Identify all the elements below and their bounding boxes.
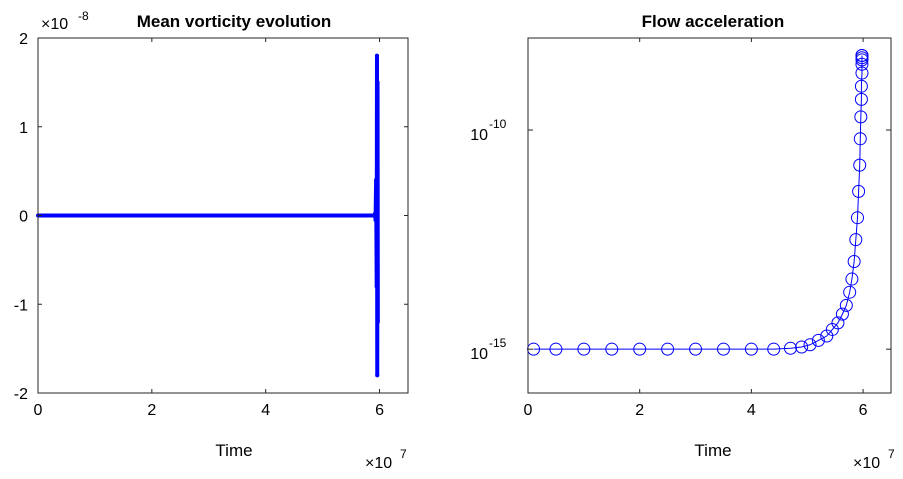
acceleration-x-tick-label: 2 bbox=[635, 402, 644, 419]
vorticity-data-point bbox=[373, 217, 378, 222]
acceleration-data-point bbox=[744, 342, 758, 356]
vorticity-data-point bbox=[375, 373, 380, 378]
acceleration-data-point bbox=[633, 342, 647, 356]
acceleration-title: Flow acceleration bbox=[642, 12, 785, 31]
acceleration-data-point bbox=[845, 272, 859, 286]
acceleration-series-line bbox=[533, 55, 863, 350]
vorticity-y-multiplier-base: ×10 bbox=[41, 16, 68, 33]
vorticity-y-tick-label: 0 bbox=[19, 209, 28, 226]
vorticity-data-point bbox=[372, 211, 377, 216]
acceleration-data-point bbox=[855, 66, 869, 80]
vorticity-y-tick-label: -2 bbox=[14, 386, 28, 403]
vorticity-x-label: Time bbox=[215, 441, 252, 460]
acceleration-y-tick-base: 10 bbox=[470, 127, 488, 144]
acceleration-data-point bbox=[795, 340, 809, 354]
vorticity-plot: 0 2 4 6 -2 -1 0 1 2 Mean vorticity evolution Ti… bbox=[14, 9, 409, 472]
acceleration-data-point bbox=[783, 341, 797, 355]
vorticity-x-tick-label: 6 bbox=[375, 402, 384, 419]
acceleration-data-point bbox=[855, 49, 869, 63]
acceleration-data-point bbox=[852, 184, 866, 198]
acceleration-data-point bbox=[605, 342, 619, 356]
acceleration-x-ticks: 0 2 4 6 bbox=[524, 38, 868, 419]
acceleration-x-multiplier-exp: 7 bbox=[888, 447, 895, 461]
acceleration-data-point bbox=[849, 233, 863, 247]
vorticity-y-tick-label: 1 bbox=[19, 120, 28, 137]
vorticity-data-point bbox=[206, 213, 211, 218]
vorticity-data-point bbox=[375, 80, 380, 85]
acceleration-series bbox=[527, 49, 869, 356]
acceleration-data-point bbox=[549, 342, 563, 356]
vorticity-x-tick-label: 4 bbox=[261, 402, 270, 419]
vorticity-x-multiplier-exp: 7 bbox=[400, 447, 407, 461]
vorticity-y-ticks: -2 -1 0 1 2 bbox=[14, 31, 408, 403]
acceleration-data-point bbox=[854, 110, 868, 124]
acceleration-data-point bbox=[661, 342, 675, 356]
acceleration-plot-area bbox=[528, 38, 891, 393]
acceleration-x-tick-label: 6 bbox=[859, 402, 868, 419]
acceleration-x-tick-label: 0 bbox=[524, 402, 533, 419]
acceleration-data-point bbox=[811, 333, 825, 347]
vorticity-x-ticks: 0 2 4 6 bbox=[34, 38, 384, 419]
vorticity-data-point bbox=[374, 178, 379, 182]
acceleration-data-point bbox=[854, 92, 868, 106]
acceleration-x-label: Time bbox=[694, 441, 731, 460]
acceleration-data-point bbox=[831, 316, 845, 330]
acceleration-data-point bbox=[843, 285, 857, 299]
acceleration-data-point bbox=[854, 79, 868, 93]
vorticity-x-multiplier: ×10 7 bbox=[365, 447, 407, 472]
acceleration-data-point bbox=[803, 338, 817, 352]
acceleration-data-point bbox=[767, 342, 781, 356]
acceleration-x-multiplier-base: ×10 bbox=[853, 455, 880, 472]
acceleration-y-tick-exp: -15 bbox=[489, 336, 507, 350]
vorticity-data-point bbox=[92, 213, 97, 218]
vorticity-data-point bbox=[374, 53, 379, 58]
acceleration-data-point bbox=[689, 342, 703, 356]
acceleration-data-point bbox=[850, 211, 864, 225]
acceleration-y-tick-exp: -10 bbox=[489, 117, 507, 131]
acceleration-data-point bbox=[853, 158, 867, 172]
vorticity-y-multiplier-exp: -8 bbox=[78, 9, 89, 23]
acceleration-data-point bbox=[716, 342, 730, 356]
vorticity-y-multiplier: ×10 -8 bbox=[41, 9, 89, 33]
vorticity-data-point bbox=[320, 213, 325, 218]
vorticity-data-point bbox=[375, 320, 380, 324]
vorticity-data-point bbox=[149, 213, 154, 218]
acceleration-data-point bbox=[839, 298, 853, 312]
acceleration-x-tick-label: 4 bbox=[747, 402, 756, 419]
acceleration-data-point bbox=[577, 342, 591, 356]
vorticity-y-tick-label: 2 bbox=[19, 31, 28, 48]
acceleration-data-point bbox=[855, 57, 869, 71]
acceleration-axes-box bbox=[527, 37, 892, 394]
vorticity-title: Mean vorticity evolution bbox=[137, 12, 332, 31]
acceleration-x-multiplier: ×10 7 bbox=[853, 447, 895, 472]
acceleration-data-point bbox=[853, 132, 867, 146]
vorticity-data-point bbox=[263, 213, 268, 218]
acceleration-data-point bbox=[835, 307, 849, 321]
vorticity-data-point bbox=[374, 284, 379, 289]
vorticity-x-multiplier-base: ×10 bbox=[365, 455, 392, 472]
vorticity-x-tick-label: 2 bbox=[147, 402, 156, 419]
acceleration-data-point bbox=[847, 255, 861, 269]
vorticity-series bbox=[36, 53, 380, 378]
acceleration-y-tick-base: 10 bbox=[470, 346, 488, 363]
vorticity-x-tick-label: 0 bbox=[34, 402, 43, 419]
vorticity-y-tick-label: -1 bbox=[14, 297, 28, 314]
